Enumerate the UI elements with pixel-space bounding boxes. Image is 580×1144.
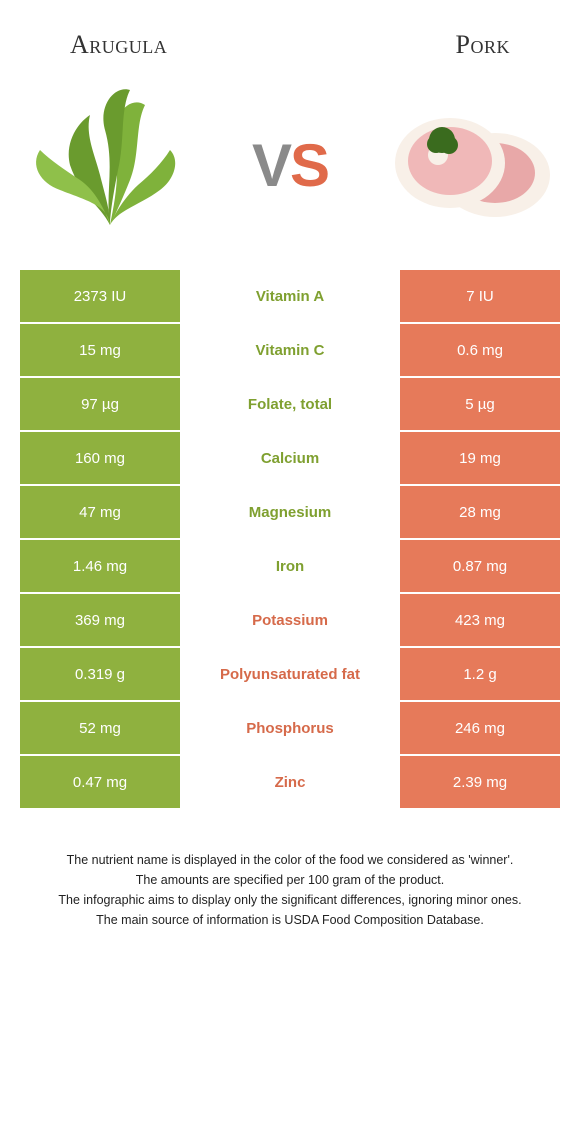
table-row: 0.47 mgZinc2.39 mg [20,756,560,810]
table-row: 97 µgFolate, total5 µg [20,378,560,432]
nutrient-label: Phosphorus [180,702,400,754]
right-value: 28 mg [400,486,560,538]
vs-s: S [290,131,328,200]
footer-notes: The nutrient name is displayed in the co… [0,810,580,930]
left-value: 47 mg [20,486,180,538]
right-value: 246 mg [400,702,560,754]
right-value: 1.2 g [400,648,560,700]
nutrient-label: Vitamin A [180,270,400,322]
pork-image [380,85,560,245]
left-value: 0.319 g [20,648,180,700]
table-row: 52 mgPhosphorus246 mg [20,702,560,756]
left-value: 1.46 mg [20,540,180,592]
right-value: 19 mg [400,432,560,484]
right-value: 5 µg [400,378,560,430]
nutrient-label: Polyunsaturated fat [180,648,400,700]
right-value: 0.6 mg [400,324,560,376]
left-food-title: Arugula [70,30,167,60]
right-value: 0.87 mg [400,540,560,592]
hero-row: VS [0,70,580,270]
table-row: 2373 IUVitamin A7 IU [20,270,560,324]
right-value: 423 mg [400,594,560,646]
vs-v: V [252,131,290,200]
nutrient-label: Vitamin C [180,324,400,376]
nutrient-label: Folate, total [180,378,400,430]
right-value: 2.39 mg [400,756,560,808]
table-row: 369 mgPotassium423 mg [20,594,560,648]
vs-label: VS [252,131,328,200]
nutrient-label: Zinc [180,756,400,808]
footer-line: The infographic aims to display only the… [30,890,550,910]
table-row: 160 mgCalcium19 mg [20,432,560,486]
table-row: 47 mgMagnesium28 mg [20,486,560,540]
table-row: 15 mgVitamin C0.6 mg [20,324,560,378]
right-value: 7 IU [400,270,560,322]
footer-line: The amounts are specified per 100 gram o… [30,870,550,890]
nutrient-table: 2373 IUVitamin A7 IU15 mgVitamin C0.6 mg… [20,270,560,810]
nutrient-label: Calcium [180,432,400,484]
nutrient-label: Magnesium [180,486,400,538]
left-value: 369 mg [20,594,180,646]
arugula-image [20,85,200,245]
table-row: 1.46 mgIron0.87 mg [20,540,560,594]
left-value: 97 µg [20,378,180,430]
left-value: 160 mg [20,432,180,484]
left-value: 52 mg [20,702,180,754]
left-value: 2373 IU [20,270,180,322]
header: Arugula Pork [0,0,580,70]
table-row: 0.319 gPolyunsaturated fat1.2 g [20,648,560,702]
footer-line: The main source of information is USDA F… [30,910,550,930]
footer-line: The nutrient name is displayed in the co… [30,850,550,870]
left-value: 15 mg [20,324,180,376]
nutrient-label: Iron [180,540,400,592]
right-food-title: Pork [456,30,510,60]
left-value: 0.47 mg [20,756,180,808]
nutrient-label: Potassium [180,594,400,646]
